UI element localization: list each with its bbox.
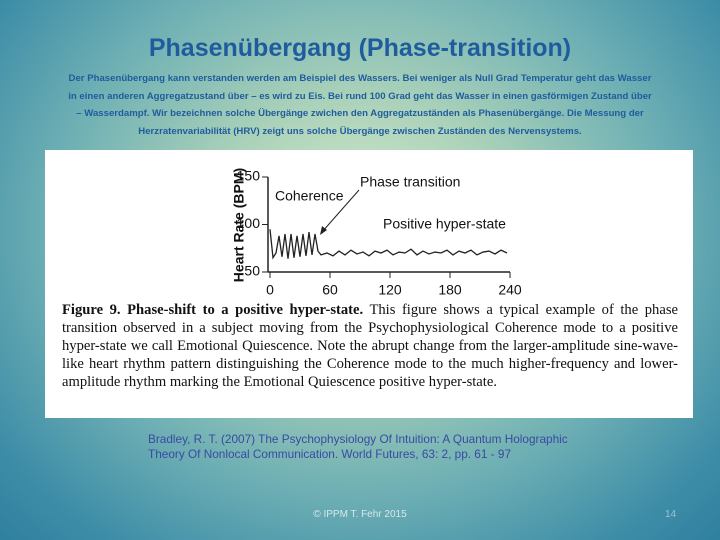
y-tick-label: 150 <box>237 168 261 184</box>
x-tick-label: 120 <box>378 282 402 298</box>
chart: Heart Rate (BPM) Coherence Phase transit… <box>231 168 522 298</box>
page-number: 14 <box>665 509 677 520</box>
footer: © IPPM T. Fehr 2015 <box>313 509 407 520</box>
x-tick-label: 0 <box>266 282 274 298</box>
annotation: Phase transition <box>360 174 460 190</box>
citation-line: Theory Of Nonlocal Communication. World … <box>148 447 512 461</box>
intro-line: in einen anderen Aggregatzustand über – … <box>68 90 652 102</box>
hr-line <box>269 229 508 260</box>
x-tick-label: 180 <box>438 282 462 298</box>
citation: Bradley, R. T. (2007) The Psychophysiolo… <box>148 432 568 462</box>
intro-line: Der Phasenübergang kann verstanden werde… <box>68 73 652 84</box>
annotation-arrow <box>321 189 360 233</box>
y-axis-label: Heart Rate (BPM) <box>231 168 247 282</box>
y-tick-label: 100 <box>237 215 261 231</box>
annotation: Positive hyper-state <box>383 216 506 232</box>
x-tick-label: 240 <box>498 282 522 298</box>
intro-text: Der Phasenübergang kann verstanden werde… <box>0 70 720 140</box>
slide-title: Phasenübergang (Phase-transition) <box>148 34 572 62</box>
arrow-head <box>320 226 327 235</box>
x-tick-label: 60 <box>322 282 338 298</box>
caption-text: This figure shows a typical example of t… <box>62 302 678 390</box>
figure: Heart Rate (BPM) Coherence Phase transit… <box>45 150 693 418</box>
annotation: Coherence <box>275 188 344 204</box>
intro-line: Herzratenvariabilität (HRV) zeigt uns so… <box>138 125 582 137</box>
caption-label: Figure 9. Phase-shift to a positive hype… <box>62 302 364 318</box>
citation-line: Bradley, R. T. (2007) The Psychophysiolo… <box>148 432 568 446</box>
y-tick-label: 50 <box>244 263 260 279</box>
intro-line: – Wasserdampf. Wir bezeichnen solche Übe… <box>76 108 644 119</box>
figure-caption: Figure 9. Phase-shift to a positive hype… <box>62 301 678 391</box>
